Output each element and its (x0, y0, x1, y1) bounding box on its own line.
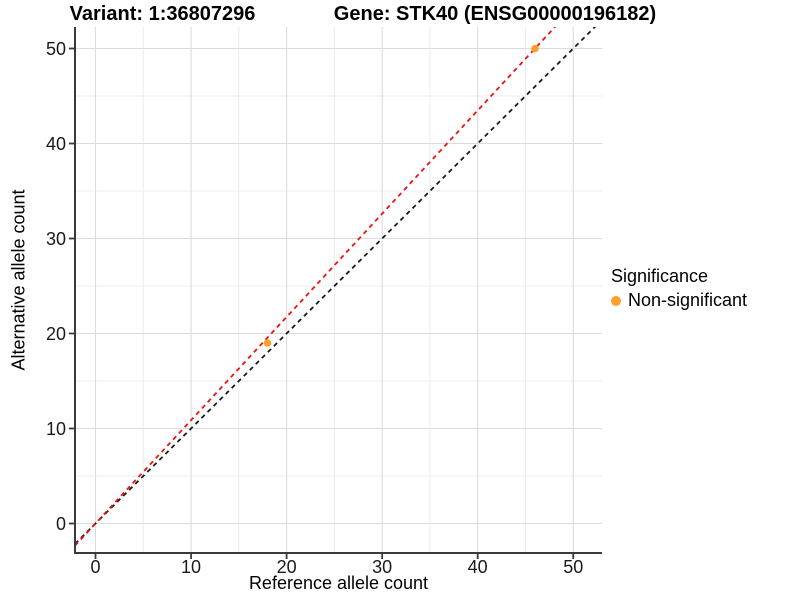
reference-lines (75, 27, 597, 547)
legend-item-label: Non-significant (628, 290, 748, 310)
y-tick-label: 20 (46, 324, 66, 344)
x-axis-title: Reference allele count (248, 573, 429, 593)
legend-point-icon (611, 295, 621, 306)
x-tick-label: 0 (90, 557, 100, 577)
x-tick-label: 10 (181, 557, 201, 577)
data-point (263, 339, 272, 347)
variant-title: Variant: 1:36807296 (69, 3, 256, 25)
axes: 0 10 20 30 40 50 0 10 20 30 40 50 (46, 27, 602, 577)
identity-line (75, 27, 597, 545)
y-tick-label: 10 (46, 419, 66, 439)
y-axis-title: Alternative allele count (8, 189, 29, 371)
x-tick-label: 50 (563, 557, 583, 577)
minor-gridlines (75, 27, 602, 553)
gene-title: Gene: STK40 (ENSG00000196182) (333, 3, 657, 25)
legend-title: Significance (611, 266, 709, 286)
legend: Significance Non-significant (611, 265, 747, 311)
y-tick-label: 30 (46, 229, 66, 249)
allelic-ratio-line (75, 27, 557, 547)
x-tick-label: 30 (372, 557, 392, 577)
data-point (531, 44, 539, 53)
y-tick-label: 0 (56, 514, 66, 534)
major-gridlines (75, 27, 602, 553)
x-tick-label: 40 (468, 557, 488, 577)
y-tick-label: 40 (46, 134, 66, 154)
data-points (263, 44, 539, 347)
x-tick-label: 20 (277, 557, 297, 577)
legend-item-non-significant: Non-significant (611, 290, 747, 311)
y-tick-label: 50 (46, 39, 66, 59)
